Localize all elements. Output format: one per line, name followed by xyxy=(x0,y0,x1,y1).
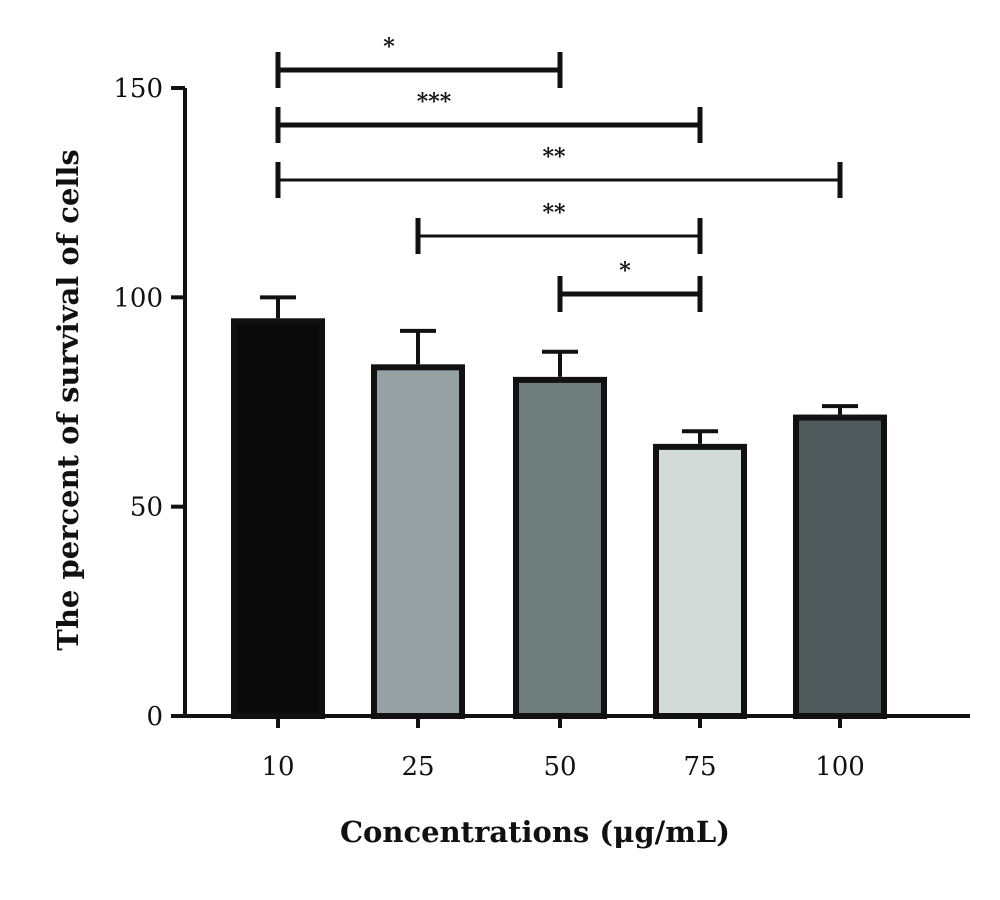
y-tick-label: 100 xyxy=(113,283,163,313)
x-tick-label: 75 xyxy=(683,752,716,782)
x-axis-label: Concentrations (μg/mL) xyxy=(340,815,730,849)
y-tick-label: 0 xyxy=(146,702,163,732)
significance-label: *** xyxy=(417,89,452,115)
bar-75 xyxy=(653,443,747,719)
x-tick-label: 25 xyxy=(401,752,434,782)
x-tick-label: 10 xyxy=(261,752,294,782)
significance-group: ********* xyxy=(275,34,843,312)
bar-25 xyxy=(371,364,465,719)
y-tick-label: 50 xyxy=(130,493,163,523)
x-tick-label: 100 xyxy=(815,752,865,782)
significance-label: ** xyxy=(542,144,566,170)
y-tick-label: 150 xyxy=(113,74,163,104)
x-tick-label: 50 xyxy=(543,752,576,782)
axes-group: 0 50 100 150 xyxy=(113,74,970,732)
significance-label: * xyxy=(383,34,395,60)
y-axis-label: The percent of survival of cells xyxy=(51,149,85,651)
bar-10 xyxy=(231,318,325,719)
significance-label: ** xyxy=(542,200,566,226)
significance-label: * xyxy=(619,258,631,284)
bar-100 xyxy=(793,414,887,719)
bar-50 xyxy=(513,376,607,719)
bars-group: 10 25 50 75 100 xyxy=(231,295,887,782)
